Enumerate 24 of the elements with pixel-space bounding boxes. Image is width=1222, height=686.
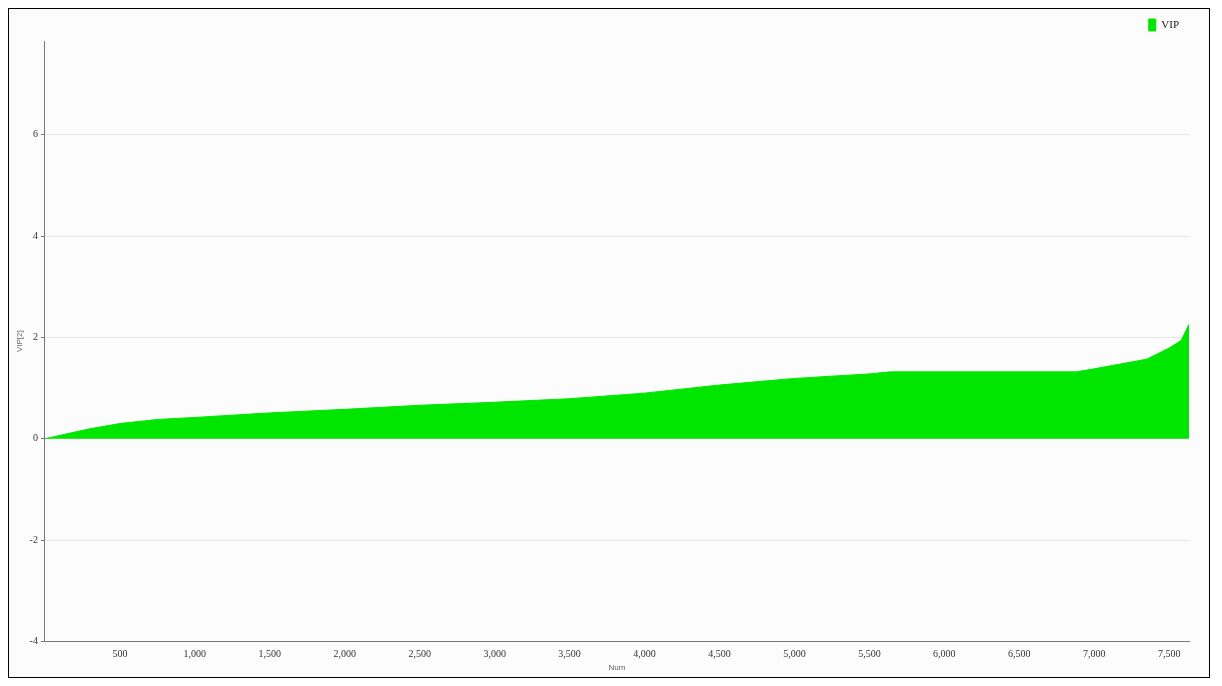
x-tick-label: 4,000 bbox=[633, 648, 656, 660]
x-tick-label: 1,500 bbox=[258, 648, 282, 660]
x-tick-label: 4,500 bbox=[708, 648, 731, 660]
legend-label: VIP bbox=[1161, 17, 1180, 30]
x-tick-label: 5,500 bbox=[858, 648, 881, 660]
x-axis-title: Num bbox=[608, 663, 626, 673]
x-tick-label: 500 bbox=[112, 648, 128, 660]
y-tick-label: 2 bbox=[32, 331, 38, 343]
y-tick-label: 6 bbox=[32, 128, 38, 140]
y-tick-label: -4 bbox=[29, 635, 38, 647]
x-tick-label: 7,000 bbox=[1083, 648, 1106, 660]
x-tick-label: 6,500 bbox=[1008, 648, 1031, 660]
x-tick-label: 2,500 bbox=[408, 648, 431, 660]
x-tick-label: 6,000 bbox=[933, 648, 956, 660]
y-tick-label: -2 bbox=[29, 533, 38, 545]
y-axis-title: VIP[2] bbox=[15, 330, 24, 353]
x-tick-label: 2,000 bbox=[333, 648, 356, 660]
x-tick-label: 1,000 bbox=[183, 648, 207, 660]
y-tick-label: 0 bbox=[32, 432, 38, 444]
x-tick-label: 7,500 bbox=[1157, 648, 1181, 660]
x-tick-label: 5,000 bbox=[783, 648, 806, 660]
x-tick-label: 3,000 bbox=[483, 648, 506, 660]
x-tick-label: 3,500 bbox=[558, 648, 581, 660]
y-tick-label: 4 bbox=[32, 229, 38, 241]
